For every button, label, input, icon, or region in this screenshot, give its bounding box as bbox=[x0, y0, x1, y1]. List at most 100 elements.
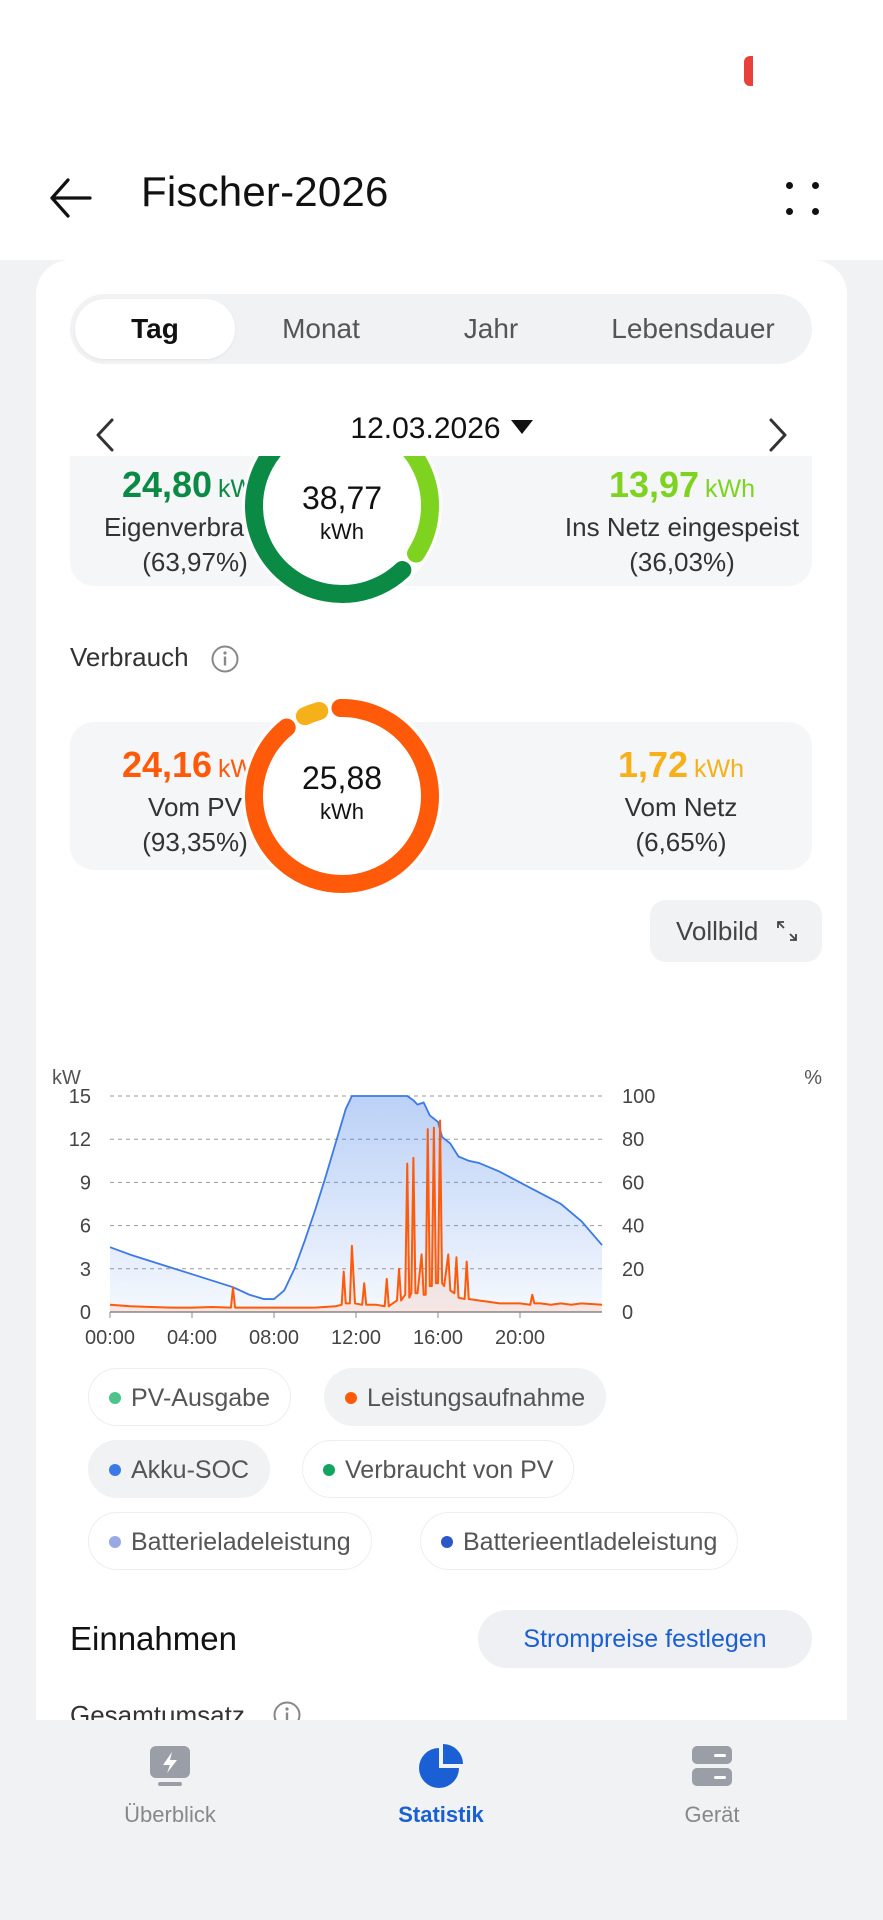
legend-label: Akku-SOC bbox=[131, 1456, 250, 1484]
y-right-tick-label: 60 bbox=[622, 1172, 644, 1194]
more-options-icon[interactable] bbox=[778, 176, 830, 222]
tab-lebensdauer[interactable]: Lebensdauer bbox=[611, 313, 775, 344]
legend-label: PV-Ausgabe bbox=[131, 1384, 270, 1412]
from-pv-percent: (93,35%) bbox=[142, 827, 248, 857]
self-use-value: 24,80 bbox=[121, 464, 213, 505]
from-grid-value: 1,72 bbox=[617, 744, 689, 785]
legend-dot bbox=[109, 1464, 121, 1476]
income-title: Einnahmen bbox=[70, 1620, 237, 1657]
fed-in-stat: 13,97 kWh Ins Netz eingespeist (36,03%) bbox=[532, 464, 832, 578]
from-pv-arc bbox=[245, 699, 439, 893]
legend-battery-discharge-power[interactable]: Batterieentladeleistung bbox=[420, 1512, 739, 1570]
generation-total-value: 38,77 bbox=[301, 480, 383, 516]
tab-monat[interactable]: Monat bbox=[282, 313, 360, 344]
self-use-percent: (63,97%) bbox=[142, 547, 248, 577]
from-grid-percent: (6,65%) bbox=[635, 827, 727, 857]
chevron-left-icon[interactable] bbox=[86, 412, 126, 458]
y-left-tick-label: 3 bbox=[80, 1259, 91, 1281]
nav-statistics[interactable]: Statistik bbox=[341, 1742, 541, 1828]
app-header: Fischer-2026 bbox=[0, 150, 883, 260]
consumption-total-unit: kWh bbox=[320, 799, 364, 824]
nav-label: Statistik bbox=[398, 1802, 484, 1827]
lightning-screen-icon bbox=[150, 1746, 190, 1786]
date-selector: 12.03.2026 bbox=[36, 400, 847, 470]
status-bar bbox=[0, 0, 883, 150]
from-pv-label: Vom PV bbox=[148, 792, 242, 822]
fullscreen-button[interactable]: Vollbild bbox=[650, 900, 822, 962]
self-use-arc bbox=[245, 456, 412, 603]
total-revenue-label: Gesamtumsatz bbox=[70, 1700, 245, 1720]
expand-icon bbox=[777, 921, 797, 941]
info-icon[interactable] bbox=[272, 1700, 302, 1720]
y-right-tick-label: 0 bbox=[622, 1302, 633, 1324]
x-tick-label: 12:00 bbox=[331, 1327, 381, 1349]
y-right-tick-label: 80 bbox=[622, 1129, 644, 1151]
y-left-tick-label: 9 bbox=[80, 1172, 91, 1194]
legend-dot bbox=[345, 1392, 357, 1404]
tab-tag[interactable]: Tag bbox=[75, 299, 235, 359]
y-right-tick-label: 100 bbox=[622, 1086, 655, 1108]
legend-label: Verbraucht von PV bbox=[345, 1456, 554, 1484]
x-tick-label: 20:00 bbox=[495, 1327, 545, 1349]
bottom-navigation: Überblick Statistik Gerät bbox=[0, 1722, 883, 1920]
legend-power-consumption[interactable]: Leistungsaufnahme bbox=[324, 1368, 607, 1426]
y-right-tick-label: 20 bbox=[622, 1259, 644, 1281]
generation-total: 38,77 kWh bbox=[242, 480, 442, 545]
consumption-total-value: 25,88 bbox=[301, 760, 383, 796]
y-right-tick-label: 40 bbox=[622, 1216, 644, 1238]
fullscreen-label: Vollbild bbox=[676, 916, 759, 946]
power-chart[interactable]: kW % 0 3 6 9 12 15 0 20 40 60 80 100 00:00 04:00 08:00 12… bbox=[36, 980, 847, 1590]
nav-label: Überblick bbox=[124, 1802, 216, 1827]
nav-label: Gerät bbox=[684, 1802, 740, 1827]
legend-dot bbox=[441, 1536, 453, 1548]
generation-donut bbox=[242, 456, 442, 606]
set-electricity-prices-button[interactable]: Strompreise festlegen bbox=[478, 1610, 812, 1668]
legend-battery-charge-power[interactable]: Batterieladeleistung bbox=[88, 1512, 372, 1570]
chevron-right-icon[interactable] bbox=[757, 412, 797, 458]
x-tick-label: 04:00 bbox=[167, 1327, 217, 1349]
legend-dot bbox=[109, 1536, 121, 1548]
legend-label: Batterieladeleistung bbox=[131, 1528, 351, 1556]
x-tick-label: 16:00 bbox=[413, 1327, 463, 1349]
legend-pv-output[interactable]: PV-Ausgabe bbox=[88, 1368, 291, 1426]
battery-soc-line bbox=[109, 1095, 603, 1300]
from-grid-unit: kWh bbox=[694, 755, 745, 783]
tab-jahr[interactable]: Jahr bbox=[463, 313, 519, 344]
date-picker[interactable]: 12.03.2026 bbox=[36, 412, 847, 446]
generation-total-unit: kWh bbox=[320, 519, 364, 544]
device-icon bbox=[692, 1746, 732, 1786]
from-grid-arc bbox=[295, 701, 329, 726]
legend-label: Batterieentladeleistung bbox=[463, 1528, 718, 1556]
y-left-tick-label: 15 bbox=[69, 1086, 91, 1108]
nav-overview[interactable]: Überblick bbox=[70, 1742, 270, 1828]
info-icon[interactable] bbox=[210, 644, 240, 674]
fed-in-label: Ins Netz eingespeist bbox=[564, 512, 800, 542]
generation-panel: 24,80 kWh Eigenverbrauch (63,97%) 13,97 kW… bbox=[70, 456, 812, 586]
legend-dot bbox=[109, 1392, 121, 1404]
date-text: 12.03.2026 bbox=[350, 412, 501, 445]
page-title: Fischer-2026 bbox=[141, 168, 389, 215]
consumption-donut bbox=[242, 696, 442, 896]
pie-chart-icon bbox=[419, 1744, 463, 1788]
x-tick-label: 08:00 bbox=[249, 1327, 299, 1349]
y-right-unit: % bbox=[804, 1067, 822, 1089]
legend-dot bbox=[323, 1464, 335, 1476]
caret-down-icon bbox=[510, 420, 533, 434]
fed-in-percent: (36,03%) bbox=[629, 547, 735, 577]
legend-label: Leistungsaufnahme bbox=[367, 1384, 586, 1412]
from-grid-stat: 1,72 kWh Vom Netz (6,65%) bbox=[550, 744, 812, 858]
power-consumption-line bbox=[109, 1119, 603, 1309]
legend-battery-soc[interactable]: Akku-SOC bbox=[88, 1440, 271, 1498]
period-tabs: Tag Monat Jahr Lebensdauer bbox=[70, 294, 812, 364]
y-left-tick-label: 6 bbox=[80, 1216, 91, 1238]
back-arrow-icon[interactable] bbox=[44, 172, 112, 224]
legend-consumed-from-pv[interactable]: Verbraucht von PV bbox=[302, 1440, 575, 1498]
recording-indicator bbox=[744, 56, 753, 86]
consumption-section-label: Verbrauch bbox=[70, 642, 189, 672]
nav-device[interactable]: Gerät bbox=[612, 1742, 812, 1828]
fed-in-value: 13,97 bbox=[608, 464, 700, 505]
y-left-tick-label: 12 bbox=[69, 1129, 91, 1151]
statistics-card: Tag Monat Jahr Lebensdauer 12.03.2026 24… bbox=[36, 260, 847, 1720]
x-tick-label: 00:00 bbox=[85, 1327, 135, 1349]
fed-in-unit: kWh bbox=[705, 475, 756, 503]
